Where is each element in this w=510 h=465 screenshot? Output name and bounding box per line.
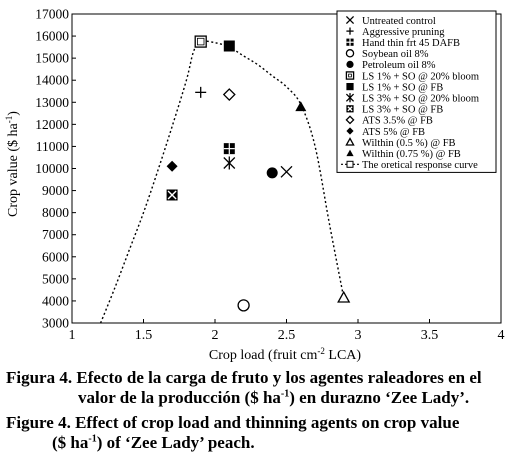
y-tick-label: 11000 bbox=[36, 139, 69, 154]
legend-item: Untreated control bbox=[345, 15, 436, 27]
x-tick-label: 3 bbox=[355, 328, 362, 343]
legend-item: ATS 3.5% @ FB bbox=[345, 115, 433, 127]
y-tick-label: 10000 bbox=[35, 161, 69, 176]
data-point-circle-filled bbox=[266, 167, 278, 179]
data-point-square-plus bbox=[223, 143, 235, 155]
data-point-diamond-open bbox=[222, 88, 236, 101]
legend-label: Wilthin (0.75 %) @ FB bbox=[362, 149, 461, 160]
legend-item: Wilthin (0.75 %) @ FB bbox=[346, 149, 461, 160]
y-tick-label: 8000 bbox=[42, 205, 69, 220]
x-tick-label: 2 bbox=[212, 328, 219, 343]
data-point-diamond-filled bbox=[166, 160, 178, 172]
y-tick-label: 12000 bbox=[35, 117, 69, 132]
y-tick-label: 5000 bbox=[42, 271, 69, 286]
legend-item: LS 3% + SO @ FB bbox=[346, 105, 443, 116]
y-tick-label: 3000 bbox=[42, 316, 69, 331]
legend-marker bbox=[346, 38, 354, 46]
legend-label: Soybean oil 8% bbox=[362, 49, 429, 60]
legend-marker bbox=[346, 60, 354, 68]
caption-es-line2: valor de la producción ($ ha-1) en duraz… bbox=[78, 388, 470, 407]
data-point-square-filled bbox=[223, 40, 235, 52]
legend-marker bbox=[345, 15, 355, 25]
chart: 1 1.5 2 2.5 3 3.5 4 3000 4000 5000 6000 7000 8000 900… bbox=[4, 7, 505, 364]
legend-item: Wilthin (0.5 %) @ FB bbox=[345, 137, 456, 149]
legend-box bbox=[336, 10, 497, 173]
data-point-square-open bbox=[194, 35, 207, 48]
legend-marker bbox=[346, 105, 354, 113]
data-points bbox=[166, 35, 351, 312]
legend-marker bbox=[346, 27, 354, 35]
x-tick-label: 2.5 bbox=[278, 328, 296, 343]
legend-label: LS 3% + SO @ 20% bloom bbox=[362, 94, 479, 105]
x-tick-label: 1.5 bbox=[135, 328, 153, 343]
legend-label: LS 1% + SO @ 20% bloom bbox=[362, 71, 479, 82]
y-tick-label: 7000 bbox=[42, 227, 69, 242]
legend-marker bbox=[345, 137, 355, 146]
legend-item: Soybean oil 8% bbox=[345, 49, 429, 60]
legend-item: LS 1% + SO @ FB bbox=[346, 82, 443, 93]
x-axis-label: Crop load (fruit cm-2 LCA) bbox=[209, 346, 361, 363]
legend-label: The oretical response curve bbox=[362, 160, 478, 171]
y-tick-label: 9000 bbox=[42, 183, 69, 198]
legend-label: LS 3% + SO @ FB bbox=[362, 105, 443, 116]
caption-en-line2: ($ ha-1) of ‘Zee Lady’ peach. bbox=[52, 433, 255, 452]
legend-label: Aggressive pruning bbox=[362, 27, 445, 38]
data-point-x bbox=[280, 165, 293, 178]
y-tick-label: 17000 bbox=[35, 7, 69, 22]
y-tick-label: 15000 bbox=[35, 51, 69, 66]
legend-marker bbox=[341, 160, 359, 168]
legend-item: Hand thin frt 45 DAFB bbox=[346, 38, 460, 49]
x-tick-label: 1 bbox=[69, 328, 76, 343]
data-point-triangle-filled bbox=[295, 101, 307, 112]
legend-item: LS 3% + SO @ 20% bloom bbox=[345, 93, 479, 105]
y-tick-label: 14000 bbox=[35, 73, 69, 88]
x-tick-label: 4 bbox=[498, 328, 505, 343]
y-tick-label: 6000 bbox=[42, 249, 69, 264]
chart-axes: 1 1.5 2 2.5 3 3.5 4 3000 4000 5000 6000 7000 8000 900… bbox=[35, 7, 504, 344]
y-axis-label: Crop value ($ ha-1) bbox=[4, 111, 21, 217]
y-tick-label: 4000 bbox=[42, 293, 69, 308]
legend-marker bbox=[346, 127, 354, 135]
legend-item: LS 1% + SO @ 20% bloom bbox=[345, 71, 479, 82]
legend-marker bbox=[345, 93, 355, 103]
legend-marker bbox=[345, 71, 355, 80]
data-point-circle-open bbox=[237, 299, 250, 312]
caption-es-line1: Figura 4. Efecto de la carga de fruto y … bbox=[6, 368, 482, 387]
legend-label: Hand thin frt 45 DAFB bbox=[362, 38, 460, 49]
legend-label: Wilthin (0.5 %) @ FB bbox=[362, 138, 456, 149]
legend-marker bbox=[345, 115, 355, 125]
legend-label: ATS 5% @ FB bbox=[362, 127, 425, 138]
legend-item: The oretical response curve bbox=[341, 160, 478, 171]
legend-marker bbox=[346, 83, 354, 91]
x-tick-label: 3.5 bbox=[421, 328, 439, 343]
legend-label: LS 1% + SO @ FB bbox=[362, 82, 443, 93]
y-tick-label: 16000 bbox=[35, 29, 69, 44]
legend-label: Untreated control bbox=[362, 16, 436, 27]
caption-en-line1: Figure 4. Effect of crop load and thinni… bbox=[6, 413, 460, 432]
legend-label: ATS 3.5% @ FB bbox=[362, 116, 433, 127]
legend-marker bbox=[345, 49, 355, 58]
data-point-star bbox=[223, 156, 236, 170]
y-tick-label: 13000 bbox=[35, 95, 69, 110]
legend-marker bbox=[346, 149, 354, 157]
legend-item: Petroleum oil 8% bbox=[346, 60, 436, 71]
response-curve-line bbox=[99, 40, 345, 324]
data-point-triangle-open bbox=[337, 290, 351, 303]
response-curve bbox=[99, 40, 345, 324]
data-point-square-x bbox=[166, 189, 178, 201]
legend-item: Aggressive pruning bbox=[346, 27, 445, 38]
legend-label: Petroleum oil 8% bbox=[362, 60, 436, 71]
legend-item: ATS 5% @ FB bbox=[346, 127, 425, 138]
data-point-plus bbox=[195, 86, 207, 98]
